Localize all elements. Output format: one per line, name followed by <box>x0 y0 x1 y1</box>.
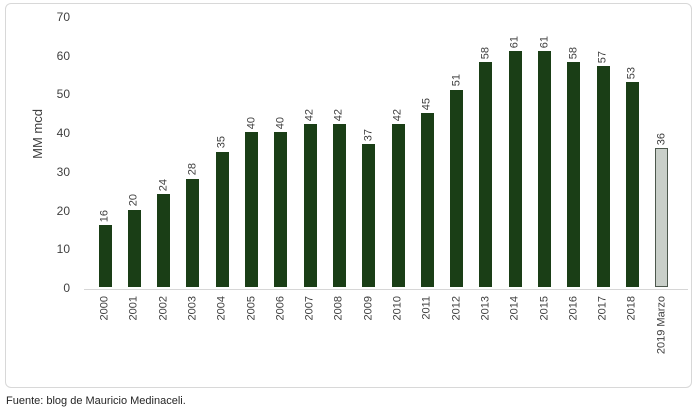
bar-value-label: 35 <box>215 136 228 149</box>
bar-highlighted: 36 <box>655 133 669 287</box>
y-tick-label: 70 <box>56 10 70 24</box>
x-tick-label: 2014 <box>508 296 521 321</box>
x-tick-label: 2000 <box>98 296 111 321</box>
bar-value-label: 58 <box>567 47 580 60</box>
x-axis-line <box>84 289 688 290</box>
x-tick-label: 2016 <box>567 296 580 321</box>
bar-value-label: 42 <box>332 109 345 122</box>
bar: 51 <box>450 74 464 287</box>
bar-value-label: 20 <box>127 194 140 207</box>
bar-value-label: 57 <box>596 51 609 64</box>
x-tick-label: 2003 <box>186 296 199 321</box>
bar-value-label: 53 <box>625 66 638 79</box>
x-tick-label: 2005 <box>245 296 257 321</box>
bar-value-label: 58 <box>479 47 492 60</box>
bar-value-label: 16 <box>98 209 111 223</box>
bar-value-label: 37 <box>362 128 375 141</box>
bar-value-label: 42 <box>303 109 316 122</box>
bar: 35 <box>215 136 229 287</box>
bar-value-label: 36 <box>655 133 668 146</box>
bar: 42 <box>303 109 317 287</box>
x-tick-label: 2018 <box>625 296 638 321</box>
bar: 42 <box>332 109 346 287</box>
bar: 45 <box>420 98 434 287</box>
bar: 16 <box>98 210 112 287</box>
x-tick-label: 2017 <box>596 296 609 321</box>
bar: 61 <box>538 36 551 287</box>
bar: 20 <box>127 194 141 287</box>
x-tick-label: 2015 <box>538 296 550 321</box>
bar: 57 <box>596 51 610 287</box>
y-tick-label: 40 <box>56 126 70 141</box>
x-tick-label: 2001 <box>127 296 140 321</box>
y-tick-label: 10 <box>56 242 70 257</box>
x-tick-label: 2011 <box>420 296 433 320</box>
bar: 40 <box>245 117 258 287</box>
bar-value-label: 40 <box>245 116 257 130</box>
bar: 58 <box>567 47 581 287</box>
y-tick-label: 0 <box>63 281 70 295</box>
x-tick-label: 2010 <box>391 296 404 321</box>
bar-value-label: 40 <box>274 116 287 130</box>
x-tick-label: 2013 <box>479 296 492 321</box>
bar: 28 <box>186 163 200 287</box>
bar-value-label: 51 <box>450 74 463 87</box>
bar-value-label: 61 <box>538 35 550 48</box>
x-tick-label: 2019 Marzo <box>655 296 668 355</box>
x-tick-label: 2008 <box>332 296 345 321</box>
bar-value-label: 42 <box>391 109 404 122</box>
bar: 53 <box>625 67 639 287</box>
bar-value-label: 61 <box>508 35 521 48</box>
bar-value-label: 24 <box>157 178 170 192</box>
x-tick-label: 2006 <box>274 296 287 321</box>
y-tick-label: 20 <box>56 203 70 218</box>
x-tick-label: 2007 <box>303 296 316 321</box>
bar: 40 <box>274 117 288 287</box>
y-tick-label: 50 <box>56 87 70 102</box>
bar: 58 <box>479 47 493 287</box>
bar-value-label: 28 <box>186 163 199 176</box>
y-tick-label: 60 <box>56 48 70 63</box>
bar: 24 <box>157 179 171 287</box>
x-tick-label: 2009 <box>362 296 375 321</box>
source-caption: Fuente: blog de Mauricio Medinaceli. <box>6 395 186 407</box>
bar: 61 <box>508 36 522 287</box>
y-tick-label: 30 <box>56 164 70 179</box>
bar-value-label: 45 <box>420 97 433 110</box>
chart: MM mcd 0 10 20 30 40 50 60 70 16 20 24 28 35 40 40 42 4… <box>5 3 692 388</box>
x-tick-label: 2002 <box>157 296 170 321</box>
plot-area: MM mcd 0 10 20 30 40 50 60 70 16 20 24 28 35 40 40 42 4… <box>6 4 691 387</box>
bar: 42 <box>391 109 405 287</box>
x-tick-label: 2004 <box>215 296 228 321</box>
bar: 37 <box>362 129 376 287</box>
x-tick-label: 2012 <box>450 296 463 321</box>
